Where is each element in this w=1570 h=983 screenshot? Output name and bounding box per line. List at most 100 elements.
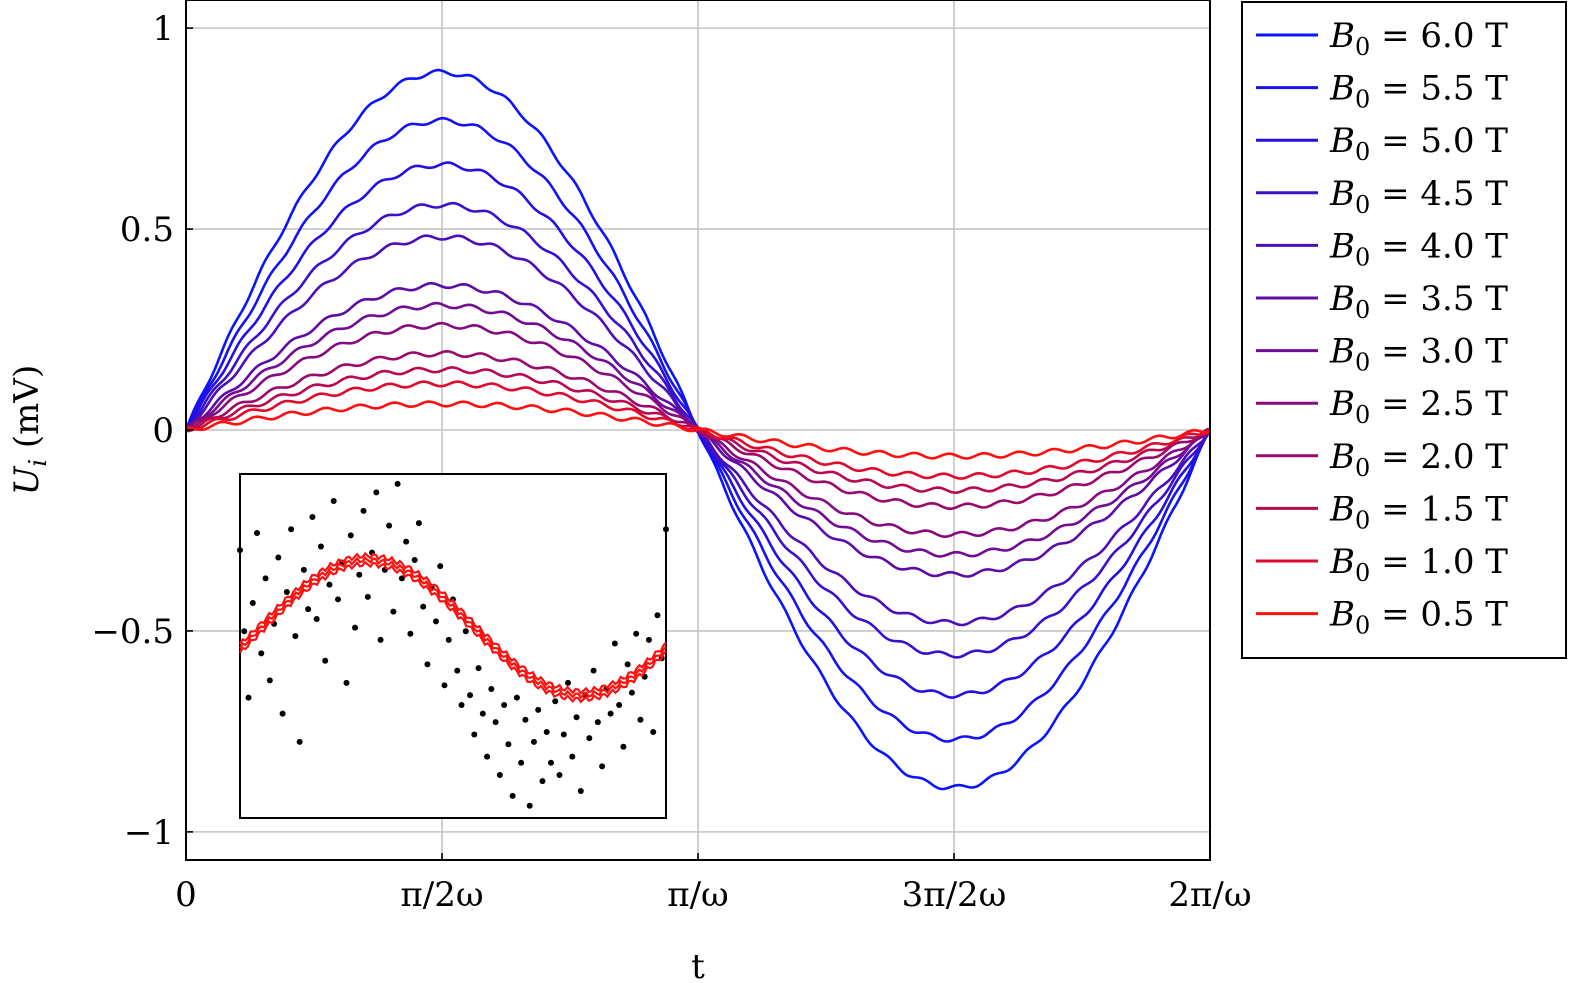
inset-point-28 (356, 571, 363, 578)
inset-point-37 (394, 480, 401, 487)
inset-point-82 (586, 735, 593, 742)
inset-fit-line-2 (239, 551, 667, 695)
inset-point-4 (254, 529, 261, 536)
series-lines (184, 68, 1212, 791)
inset-point-64 (509, 792, 516, 799)
inset-point-43 (420, 603, 427, 610)
inset-point-30 (364, 593, 371, 600)
inset-point-27 (352, 624, 359, 631)
tick-labels: 0 π/2ω π/ω 3π/2ω 2π/ω 1 0.5 0 −0.5 −1 (91, 9, 1251, 915)
x-tick-label-0: 0 (175, 875, 197, 915)
inset-point-78 (569, 753, 576, 760)
inset-point-97 (650, 729, 657, 735)
inset-point-2 (245, 694, 252, 701)
legend-label-6: B0 = 3.0 T (1329, 332, 1508, 377)
inset-point-39 (403, 538, 410, 545)
y-tick-label-3: −0.5 (91, 612, 174, 652)
inset-point-55 (471, 731, 478, 738)
legend: B0 = 6.0 T B0 = 5.5 T B0 = 5.0 T B0 = 4.5 T… (1241, 1, 1567, 659)
legend-label-0: B0 = 6.0 T (1329, 16, 1508, 61)
legend-label-11: B0 = 0.5 T (1329, 595, 1508, 640)
inset-point-52 (458, 701, 465, 708)
inset-point-41 (411, 557, 418, 563)
inset-point-66 (518, 759, 525, 766)
inset-point-48 (441, 682, 448, 689)
inset-point-16 (305, 606, 312, 613)
inset-point-89 (616, 701, 623, 708)
inset-point-13 (292, 633, 299, 640)
inset-point-18 (313, 615, 320, 622)
inset-point-23 (334, 596, 341, 603)
y-axis-subscript: i (24, 459, 52, 467)
inset-point-14 (296, 738, 303, 745)
inset-point-38 (398, 575, 405, 582)
inset-point-57 (479, 710, 486, 717)
inset-point-36 (390, 608, 397, 615)
y-axis-symbol: U (7, 465, 47, 495)
inset-point-1 (241, 628, 248, 635)
inset-point-58 (484, 753, 491, 760)
inset-point-70 (535, 706, 542, 713)
inset-point-62 (501, 701, 508, 708)
inset-point-35 (386, 522, 393, 529)
inset-point-83 (590, 667, 597, 674)
inset-point-11 (283, 588, 290, 595)
inset-point-60 (492, 719, 499, 726)
y-axis-unit: (mV) (7, 365, 47, 448)
legend-label-1: B0 = 5.5 T (1329, 69, 1508, 114)
inset-point-100 (663, 526, 669, 533)
inset-point-88 (611, 640, 618, 647)
inset-point-87 (607, 710, 614, 717)
inset-point-77 (565, 679, 572, 686)
inset-point-6 (262, 575, 269, 582)
legend-label-3: B0 = 4.5 T (1329, 174, 1508, 219)
legend-label-7: B0 = 2.5 T (1329, 384, 1508, 429)
inset-point-94 (637, 716, 644, 723)
legend-label-2: B0 = 5.0 T (1329, 121, 1508, 166)
inset-point-7 (266, 677, 273, 684)
inset-point-29 (360, 507, 367, 514)
inset-point-54 (467, 692, 474, 699)
inset-point-90 (620, 743, 627, 750)
inset-plot (237, 473, 669, 819)
inset-frame (239, 473, 667, 819)
inset-point-42 (415, 520, 422, 527)
inset-fit-line-1 (239, 556, 667, 700)
inset-point-26 (347, 532, 354, 539)
series-line-7 (185, 321, 1211, 538)
x-tick-label-1: π/2ω (400, 875, 483, 915)
inset-point-84 (594, 719, 601, 726)
legend-box (1241, 1, 1567, 659)
inset-point-72 (543, 729, 550, 735)
inset-point-79 (573, 714, 580, 721)
inset-point-10 (279, 710, 286, 717)
inset-point-49 (445, 636, 452, 643)
series-line-11 (185, 400, 1211, 460)
inset-point-47 (437, 563, 444, 570)
inset-point-0 (237, 547, 243, 554)
inset-point-61 (496, 772, 503, 778)
inset-point-9 (275, 554, 282, 561)
inset-point-93 (633, 630, 640, 637)
legend-label-9: B0 = 1.5 T (1329, 489, 1508, 534)
inset-point-74 (552, 698, 559, 705)
inset-point-56 (475, 665, 482, 672)
inset-point-63 (505, 741, 512, 748)
inset-point-15 (300, 566, 307, 573)
inset-point-51 (454, 667, 461, 674)
inset-point-12 (288, 526, 295, 533)
inset-point-17 (309, 514, 316, 520)
inset-point-44 (424, 661, 431, 668)
inset-point-33 (377, 636, 384, 643)
inset-point-71 (539, 778, 546, 785)
inset-point-98 (654, 612, 661, 619)
inset-point-75 (556, 772, 563, 778)
legend-label-4: B0 = 4.0 T (1329, 226, 1508, 271)
y-tick-label-4: −1 (124, 813, 174, 853)
x-tick-label-4: 2π/ω (1168, 875, 1251, 915)
x-tick-label-3: 3π/2ω (902, 875, 1007, 915)
inset-point-91 (624, 661, 631, 668)
inset-point-85 (599, 763, 606, 770)
inset-point-73 (547, 759, 554, 766)
